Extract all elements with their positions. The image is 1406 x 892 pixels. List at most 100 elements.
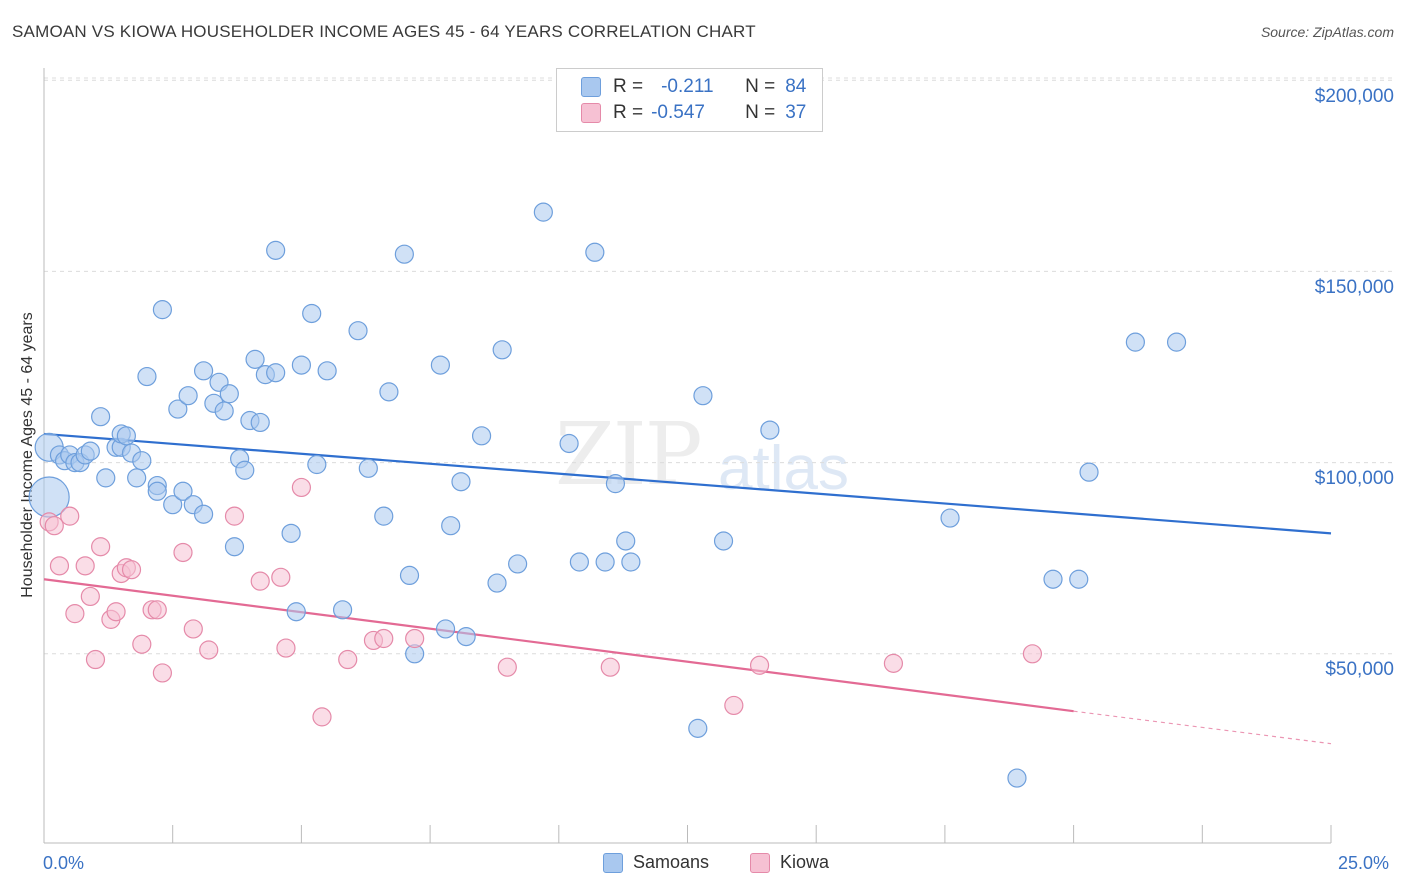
samoan-point [235,460,255,480]
samoan-point [430,355,450,375]
samoan-point [116,426,136,446]
y-tick-label-150000: $150,000 [1314,277,1394,298]
samoan-point [1125,332,1145,352]
kiowa-point [374,628,394,649]
samoan-point [132,451,152,471]
samoan-point [379,382,399,402]
samoan-point [173,481,193,501]
samoan-point [1043,569,1063,589]
legend-swatch-samoans [581,77,601,97]
samoan-point [245,349,265,369]
samoan-point [307,454,327,475]
samoan-point [152,300,173,320]
samoan-point [471,426,492,446]
samoan-point [559,433,579,454]
samoan-point [374,506,394,526]
samoan-point [1069,569,1089,589]
samoan-point [250,412,270,433]
samoan-point [760,420,780,440]
samoan-point [585,242,605,262]
kiowa-point [250,571,270,591]
kiowa-point [60,506,80,526]
y-tick-label-200000: $200,000 [1314,86,1394,107]
kiowa-point [405,628,425,649]
kiowa-point [121,560,142,580]
legend-n-value: 37 [785,102,807,123]
samoan-point [508,554,528,574]
x-tick-label-max: 25.0% [1338,853,1390,873]
kiowa-point [883,653,904,673]
legend-row-samoans: R = -0.211 N = 84 [581,75,806,99]
samoan-point [147,481,167,501]
samoan-point [281,523,301,543]
legend-row-kiowa: R = -0.547 N = 37 [581,101,806,125]
source-credit: Source: ZipAtlas.com [1260,24,1394,40]
kiowa-point [75,556,95,576]
samoan-point [219,384,239,404]
samoan-point [224,537,245,557]
legend-r-value: -0.547 [651,102,705,123]
samoan-point [492,340,512,360]
samoan-point [456,626,476,647]
samoan-point [127,468,147,488]
kiowa-point [497,657,517,677]
samoan-point [348,321,368,341]
data-points [28,202,1187,788]
kiowa-point [312,707,332,727]
samoan-point [286,602,306,622]
samoan-point [317,361,337,381]
samoan-point [487,573,507,593]
samoan-point [451,472,471,492]
samoan-point [302,303,322,324]
kiowa-point [199,640,219,660]
samoan-point [214,401,234,421]
kiowa-point [152,663,173,683]
samoan-point [616,531,636,551]
legend-item-kiowa: Kiowa [750,852,829,873]
kiowa-point [183,619,203,639]
kiowa-point [724,695,744,716]
legend-label-kiowa: Kiowa [780,852,830,872]
samoan-point [358,458,378,478]
legend-n-label: N = [745,102,776,123]
watermark-zip: ZIP [555,405,703,505]
samoan-point [80,441,100,461]
kiowa-point [91,537,111,557]
kiowa-point [749,655,770,675]
samoan-point [193,361,214,381]
kiowa-point [291,477,311,498]
samoan-point [435,619,456,639]
series-legend: Samoans Kiowa [0,852,1406,876]
samoan-point [178,386,198,406]
samoan-point [91,407,111,427]
legend-n-value: 84 [785,76,807,97]
samoan-point [332,600,353,620]
samoan-point [163,495,183,515]
kiowa-point [600,657,620,677]
samoan-point [1166,332,1187,352]
y-tick-label-100000: $100,000 [1314,468,1394,489]
samoan-point [291,355,311,375]
kiowa-point [338,649,358,670]
kiowa-point [271,567,291,587]
kiowa-trend-extension [1073,710,1332,745]
samoan-point [96,468,116,488]
trend-lines [43,432,1332,745]
legend-item-samoans: Samoans [603,852,709,873]
samoan-point [688,718,708,738]
legend-label-samoans: Samoans [633,852,710,872]
legend-swatch-samoans [603,852,623,873]
kiowa-point [147,600,167,620]
kiowa-point [276,638,296,658]
kiowa-point [65,604,85,624]
samoan-point [713,531,734,551]
correlation-legend: R = -0.211 N = 84 R = -0.547 N = 37 [556,68,823,132]
samoan-point [193,504,214,524]
kiowa-point [224,506,245,526]
samoan-point [693,386,713,406]
gridlines [44,77,1395,655]
samoan-point [621,552,641,572]
samoan-trend-line [43,432,1332,535]
kiowa-trend-line [43,578,1074,713]
